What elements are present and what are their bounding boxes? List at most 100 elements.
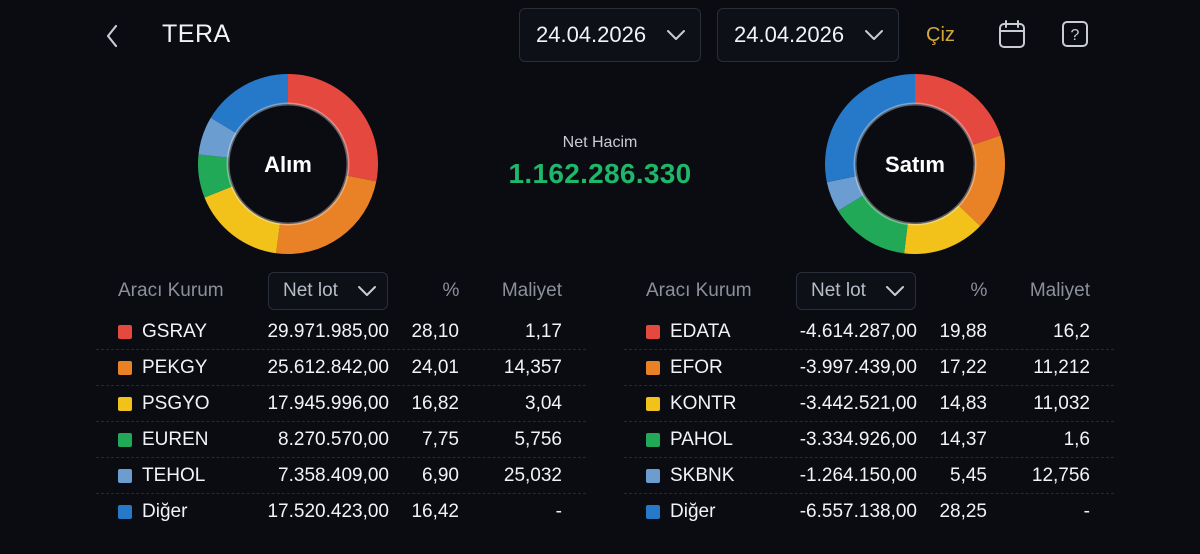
- net-lot-value: -4.614.287,00: [799, 320, 917, 342]
- chevron-down-icon: [886, 286, 904, 296]
- percent-value: 14,37: [939, 428, 987, 450]
- broker-column-header: Aracı Kurum: [646, 280, 752, 301]
- cost-value: 14,357: [503, 356, 562, 378]
- page-title: TERA: [162, 20, 231, 48]
- start-date-value: 24.04.2026: [536, 22, 647, 47]
- table-row[interactable]: KONTR -3.442.521,00 14,83 11,032: [624, 386, 1114, 422]
- end-date-value: 24.04.2026: [734, 22, 845, 47]
- table-row[interactable]: EFOR -3.997.439,00 17,22 11,212: [624, 350, 1114, 386]
- percent-value: 24,01: [411, 356, 459, 378]
- cost-value: -: [555, 500, 562, 522]
- start-date-select[interactable]: 24.04.2026: [519, 8, 701, 62]
- buy-donut-chart: Alım: [198, 74, 378, 254]
- net-volume-value: 1.162.286.330: [508, 158, 692, 189]
- chevron-down-icon: [865, 30, 883, 40]
- broker-name: EFOR: [670, 356, 723, 378]
- table-row[interactable]: PSGYO 17.945.996,00 16,82 3,04: [96, 386, 586, 422]
- table-row[interactable]: Diğer -6.557.138,00 28,25 -: [624, 494, 1114, 529]
- chevron-left-icon: [106, 24, 118, 48]
- sort-select[interactable]: Net lot: [268, 272, 388, 310]
- color-swatch: [118, 504, 132, 519]
- svg-text:?: ?: [1071, 27, 1080, 44]
- help-button[interactable]: ?: [1060, 18, 1090, 50]
- percent-value: 28,10: [411, 320, 459, 342]
- cost-value: 1,17: [525, 320, 562, 342]
- buy-table: Aracı Kurum Net lot % Maliyet GSRAY 29.97…: [96, 270, 586, 550]
- donut-segment: [838, 195, 908, 254]
- donut-segment: [915, 74, 1001, 146]
- broker-name: PAHOL: [670, 428, 734, 450]
- cost-value: 5,756: [514, 428, 562, 450]
- net-lot-value: 8.270.570,00: [278, 428, 389, 450]
- sort-select[interactable]: Net lot: [796, 272, 916, 310]
- color-swatch: [646, 396, 660, 411]
- percent-value: 16,42: [411, 500, 459, 522]
- color-swatch: [646, 468, 660, 483]
- donut-segment: [288, 74, 378, 182]
- broker-name: Diğer: [142, 500, 188, 522]
- broker-column-header: Aracı Kurum: [118, 280, 224, 301]
- cost-value: 12,756: [1031, 464, 1090, 486]
- percent-column-header: %: [442, 280, 460, 301]
- table-row[interactable]: PAHOL -3.334.926,00 14,37 1,6: [624, 422, 1114, 458]
- broker-name: PSGYO: [142, 392, 210, 414]
- cost-value: 11,032: [1033, 392, 1090, 414]
- table-row[interactable]: PEKGY 25.612.842,00 24,01 14,357: [96, 350, 586, 386]
- net-lot-value: 17.945.996,00: [267, 392, 389, 414]
- net-lot-value: -6.557.138,00: [799, 500, 917, 522]
- cost-value: 3,04: [525, 392, 562, 414]
- calendar-button[interactable]: [997, 18, 1027, 50]
- table-row[interactable]: EUREN 8.270.570,00 7,75 5,756: [96, 422, 586, 458]
- color-swatch: [118, 396, 132, 411]
- broker-name: Diğer: [670, 500, 716, 522]
- percent-value: 14,83: [939, 392, 987, 414]
- color-swatch: [118, 324, 132, 339]
- net-volume-label: Net Hacim: [562, 134, 638, 151]
- broker-name: GSRAY: [142, 320, 208, 342]
- help-icon: ?: [1062, 21, 1088, 47]
- end-date-select[interactable]: 24.04.2026: [717, 8, 899, 62]
- table-row[interactable]: EDATA -4.614.287,00 19,88 16,2: [624, 314, 1114, 350]
- cost-value: 25,032: [503, 464, 562, 486]
- cost-value: 1,6: [1063, 428, 1090, 450]
- net-lot-value: -3.442.521,00: [799, 392, 917, 414]
- table-row[interactable]: TEHOL 7.358.409,00 6,90 25,032: [96, 458, 586, 494]
- donut-segment: [204, 186, 281, 254]
- color-swatch: [118, 360, 132, 375]
- back-button[interactable]: [100, 22, 124, 50]
- draw-button[interactable]: Çiz: [926, 24, 955, 46]
- percent-value: 19,88: [939, 320, 987, 342]
- broker-name: TEHOL: [142, 464, 206, 486]
- sort-select-value: Net lot: [811, 280, 866, 301]
- chevron-down-icon: [358, 286, 376, 296]
- table-row[interactable]: Diğer 17.520.423,00 16,42 -: [96, 494, 586, 529]
- broker-name: EUREN: [142, 428, 209, 450]
- sell-donut-chart: Satım: [825, 74, 1005, 254]
- donut-segment: [825, 74, 915, 183]
- table-row[interactable]: SKBNK -1.264.150,00 5,45 12,756: [624, 458, 1114, 494]
- buy-donut-label: Alım: [264, 152, 312, 177]
- percent-value: 7,75: [422, 428, 459, 450]
- cost-value: 16,2: [1053, 320, 1090, 342]
- donut-segment: [198, 154, 233, 198]
- cost-column-header: Maliyet: [1029, 280, 1090, 301]
- chevron-down-icon: [667, 30, 685, 40]
- calendar-icon: [999, 20, 1025, 48]
- sort-select-value: Net lot: [283, 280, 338, 301]
- percent-value: 5,45: [950, 464, 987, 486]
- broker-name: PEKGY: [142, 356, 208, 378]
- net-lot-value: -3.997.439,00: [799, 356, 917, 378]
- buy-rows: GSRAY 29.971.985,00 28,10 1,17 PEKGY 25.612.8…: [96, 314, 586, 529]
- broker-name: KONTR: [670, 392, 737, 414]
- color-swatch: [646, 504, 660, 519]
- net-lot-value: 29.971.985,00: [267, 320, 389, 342]
- color-swatch: [646, 360, 660, 375]
- percent-value: 16,82: [411, 392, 459, 414]
- color-swatch: [118, 432, 132, 447]
- color-swatch: [646, 432, 660, 447]
- color-swatch: [118, 468, 132, 483]
- percent-column-header: %: [970, 280, 988, 301]
- sell-table: Aracı Kurum Net lot % Maliyet EDATA -4.61…: [624, 270, 1114, 550]
- table-row[interactable]: GSRAY 29.971.985,00 28,10 1,17: [96, 314, 586, 350]
- net-lot-value: -1.264.150,00: [799, 464, 917, 486]
